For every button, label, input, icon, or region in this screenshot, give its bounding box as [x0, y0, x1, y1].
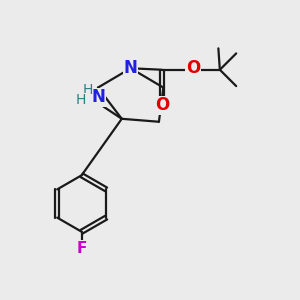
- Text: H: H: [82, 83, 93, 97]
- Text: H: H: [76, 93, 86, 107]
- Text: N: N: [124, 59, 138, 77]
- Text: O: O: [155, 96, 169, 114]
- Text: O: O: [186, 59, 200, 77]
- Text: F: F: [76, 241, 87, 256]
- Text: N: N: [92, 88, 106, 106]
